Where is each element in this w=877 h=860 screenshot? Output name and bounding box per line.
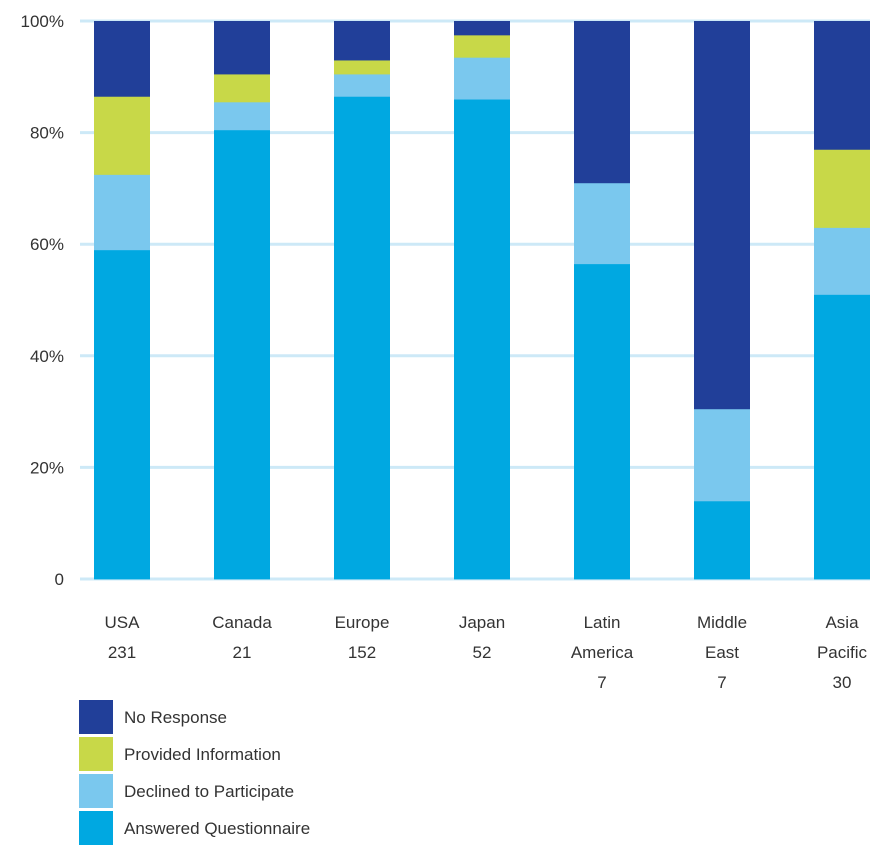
bar-segment (694, 409, 750, 501)
legend: No Response Provided Information Declined … (79, 700, 310, 845)
y-tick-label: 40% (30, 347, 64, 366)
bar-segment (694, 21, 750, 409)
bar-segment (814, 149, 870, 228)
bar-segment (454, 21, 510, 35)
legend-swatch (79, 774, 113, 808)
legend-swatch (79, 737, 113, 771)
x-tick-label: 7 (597, 673, 606, 692)
bar-segment (94, 21, 150, 97)
x-tick-label: Middle (697, 613, 747, 632)
x-tick-label: Pacific (817, 643, 868, 662)
legend-label: No Response (124, 708, 227, 727)
bar-segment (214, 74, 270, 102)
x-tick-label: Asia (825, 613, 859, 632)
legend-label: Provided Information (124, 745, 281, 764)
x-tick-label: 7 (717, 673, 726, 692)
y-axis-ticks: 0 20% 40% 60% 80% 100% (21, 12, 64, 589)
y-tick-label: 20% (30, 458, 64, 477)
bar-segment (814, 294, 870, 579)
bar-segment (94, 96, 150, 175)
x-tick-label: 152 (348, 643, 376, 662)
x-tick-label: Latin (584, 613, 621, 632)
bar-segment (454, 99, 510, 579)
x-tick-label: 21 (233, 643, 252, 662)
bar-segment (454, 35, 510, 58)
bar-segment (694, 501, 750, 580)
bar-segment (214, 102, 270, 130)
bar-segment (574, 21, 630, 183)
x-tick-label: East (705, 643, 739, 662)
bars (94, 21, 870, 579)
bar-segment (574, 183, 630, 264)
x-tick-label: 52 (473, 643, 492, 662)
bar-segment (334, 60, 390, 74)
legend-label: Declined to Participate (124, 782, 294, 801)
bar-segment (334, 74, 390, 97)
bar-segment (334, 21, 390, 60)
bar-segment (214, 130, 270, 580)
bar-segment (814, 227, 870, 294)
y-tick-label: 60% (30, 235, 64, 254)
bar-segment (94, 174, 150, 250)
y-tick-label: 0 (55, 570, 64, 589)
bar-segment (94, 250, 150, 580)
y-tick-label: 80% (30, 124, 64, 143)
x-tick-label: America (571, 643, 634, 662)
x-tick-label: Japan (459, 613, 505, 632)
bar-segment (214, 21, 270, 74)
x-axis-labels: USA 231 Canada 21 Europe 152 Japan 52 Latin Ameri… (105, 613, 868, 692)
bar-segment (334, 96, 390, 579)
x-tick-label: 30 (833, 673, 852, 692)
x-tick-label: USA (105, 613, 141, 632)
legend-swatch (79, 700, 113, 734)
x-tick-label: Canada (212, 613, 272, 632)
x-tick-label: Europe (335, 613, 390, 632)
bar-segment (814, 21, 870, 150)
legend-label: Answered Questionnaire (124, 819, 310, 838)
y-tick-label: 100% (21, 12, 64, 31)
legend-swatch (79, 811, 113, 845)
x-tick-label: 231 (108, 643, 136, 662)
bar-segment (574, 264, 630, 580)
bar-segment (454, 57, 510, 99)
